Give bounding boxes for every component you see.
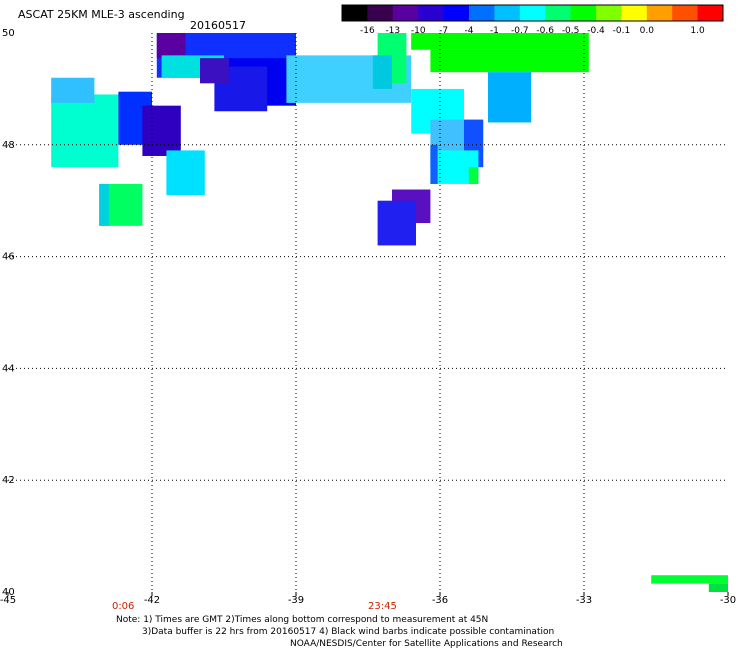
colorbar-label: 0.0 [640,26,655,36]
y-tick-label: 50 [2,28,15,39]
x-tick-label: -39 [288,595,304,606]
data-cell [156,33,186,59]
colorbar-swatch [342,5,368,21]
colorbar-swatch [621,5,648,21]
data-cell [372,55,392,89]
time-label: 0:06 [112,601,134,612]
footer-note-line2: 3)Data buffer is 22 hrs from 20160517 4)… [142,627,555,637]
colorbar-swatch [570,5,597,21]
colorbar-label: -4 [465,26,474,36]
colorbar-label: -7 [439,26,448,36]
colorbar-swatch [596,5,622,21]
colorbar-swatch [418,5,445,21]
data-cell [651,575,728,584]
data-cell [430,144,438,184]
chart-title: ASCAT 25KM MLE-3 ascending [18,8,185,21]
colorbar-label: -1 [490,26,499,36]
x-tick-label: -42 [144,595,160,606]
colorbar-label: -0.1 [613,26,631,36]
data-cell [708,583,728,592]
y-tick-label: 44 [2,363,15,374]
footer-note-line1: Note: 1) Times are GMT 2)Times along bot… [116,615,489,625]
colorbar-swatch [519,5,546,21]
colorbar-label: -0.7 [511,26,529,36]
colorbar-swatch [392,5,419,21]
data-cell [200,58,229,84]
x-tick-label: -30 [720,595,736,606]
colorbar-swatch [646,5,673,21]
data-cell [411,33,589,50]
data-cell [142,105,181,156]
colorbar-swatch [697,5,724,21]
data-cell [468,167,479,184]
data-cell [51,94,119,168]
data-cell [51,77,95,103]
footer-credit: NOAA/NESDIS/Center for Satellite Applica… [290,639,563,649]
data-cell [377,200,416,246]
x-tick-label: -45 [0,595,16,606]
y-tick-label: 46 [2,252,15,263]
y-tick-label: 40 [2,587,15,598]
colorbar-label: -13 [385,26,400,36]
y-tick-label: 42 [2,475,15,486]
colorbar-swatch [469,5,495,21]
colorbar-label: -16 [360,26,375,36]
time-label: 23:45 [368,601,397,612]
colorbar-swatch [672,5,699,21]
colorbar-label: -0.5 [562,26,580,36]
data-cell [166,150,205,196]
colorbar-swatch [443,5,470,21]
data-cell [488,72,532,123]
colorbar-label: -0.6 [536,26,554,36]
y-tick-label: 48 [2,140,15,151]
colorbar-label: -0.4 [587,26,605,36]
colorbar-swatch [367,5,394,21]
colorbar-label: -10 [411,26,426,36]
x-tick-label: -36 [432,595,448,606]
colorbar-swatch [545,5,572,21]
data-cell [99,183,109,226]
data-cell [430,49,589,73]
colorbar-label: 1.0 [690,26,705,36]
chart-date: 20160517 [190,19,246,32]
colorbar-frame [341,4,724,22]
colorbar-swatch [494,5,521,21]
x-tick-label: -33 [576,595,592,606]
